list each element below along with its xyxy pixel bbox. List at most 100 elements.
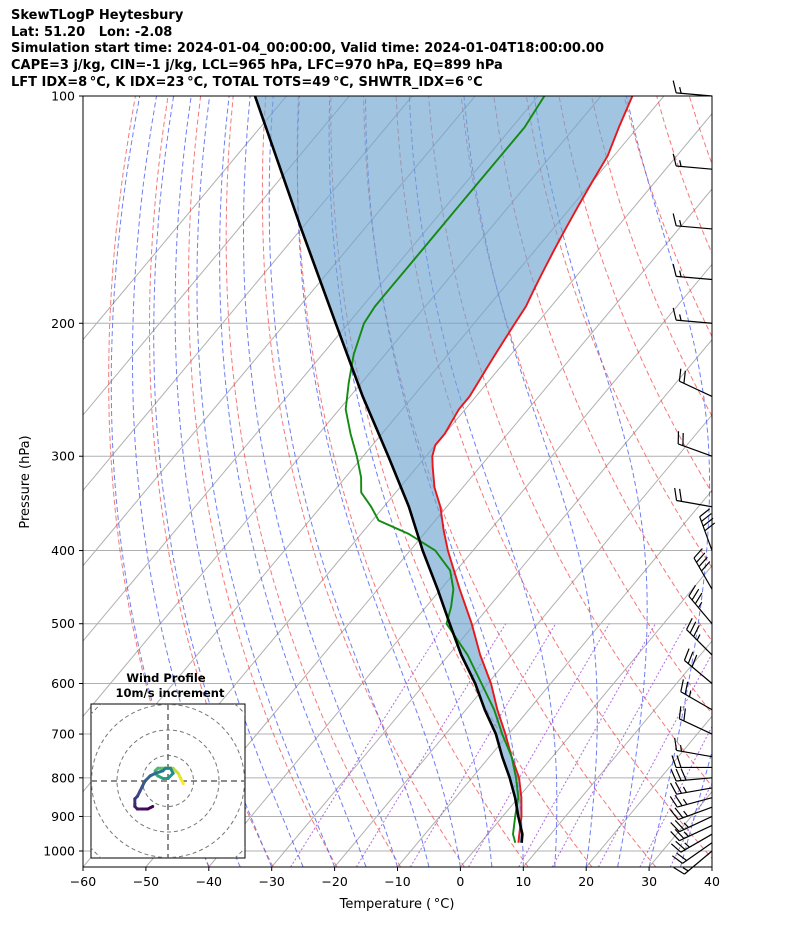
wind-barb-staff — [677, 797, 713, 808]
wind-barb-half-flag — [679, 270, 682, 277]
wind-barb-flag — [680, 679, 684, 692]
mixing-ratio-line — [597, 652, 712, 867]
wind-barb — [669, 781, 713, 795]
location-line: Lat: 51.20 Lon: -2.08 — [11, 24, 173, 40]
x-tick-label: 10 — [515, 874, 531, 889]
wind-barb-flag — [674, 794, 683, 807]
wind-barb-flag — [699, 508, 710, 518]
dry-adiabat-line — [754, 96, 794, 867]
wind-barb-flag — [684, 681, 689, 695]
wind-barb-flag — [672, 307, 677, 321]
wind-barb-flag — [687, 651, 694, 664]
x-tick-label: 0 — [456, 874, 464, 889]
wind-barb-flag — [694, 592, 703, 605]
wind-barb-flag — [698, 556, 708, 568]
wind-barb-flag — [683, 648, 690, 661]
wind-barb — [672, 263, 713, 281]
y-tick-label: 700 — [51, 727, 75, 742]
wind-barb-staff — [679, 815, 713, 833]
wind-barb-flag — [683, 708, 686, 722]
dry-adiabat-line — [591, 96, 712, 418]
wind-barb — [674, 737, 713, 758]
moist-adiabat-line — [219, 96, 367, 867]
y-axis-label: Pressure (hPa) — [18, 435, 33, 528]
dry-adiabat-line — [225, 96, 402, 867]
wind-barb-staff — [688, 595, 713, 625]
dry-adiabat-line — [493, 96, 712, 642]
x-tick-label: −60 — [70, 874, 96, 889]
wind-barb-staff — [676, 92, 713, 97]
wind-barb — [683, 648, 713, 684]
moist-adiabat-line — [242, 96, 398, 867]
wind-barb-flag — [674, 819, 685, 830]
dry-adiabat-line — [363, 96, 657, 867]
wind-barb-flag — [669, 782, 678, 795]
wind-barb — [669, 806, 713, 821]
wind-barb-staff — [679, 380, 713, 397]
wind-barb — [673, 850, 713, 875]
x-tick-label: 40 — [704, 874, 720, 889]
wind-barb-flag — [670, 769, 677, 782]
wind-barb — [678, 706, 713, 735]
wind-barb — [672, 80, 713, 97]
stability-indices-line: LFT IDX=8 °C, K IDX=23 °C, TOTAL TOTS=49… — [11, 74, 483, 90]
moist-adiabat-line — [744, 96, 794, 867]
hodograph-inset: Wind Profile 10m/s increment — [90, 671, 246, 859]
wind-barb-staff — [699, 516, 713, 551]
dry-adiabat-line — [787, 96, 794, 867]
wind-barb-flag — [670, 831, 680, 842]
wind-barb-half-flag — [682, 867, 689, 872]
wind-barb — [669, 794, 713, 808]
wind-barb — [672, 153, 713, 170]
moist-adiabat-line — [680, 749, 712, 867]
wind-barb-staff — [684, 659, 713, 684]
wind-barb-staff — [679, 824, 713, 842]
wind-barb-half-flag — [683, 810, 689, 817]
wind-barb-half-flag — [682, 786, 687, 793]
wind-barb-flag — [691, 654, 698, 668]
moist-adiabat-line — [328, 96, 493, 867]
dry-adiabat-line — [149, 96, 274, 867]
mixing-ratio-line — [468, 623, 610, 867]
station-title: SkewTLogP Heytesbury — [11, 8, 184, 23]
wind-barb-flag — [669, 796, 678, 808]
dry-adiabat-line — [460, 96, 712, 715]
wind-barb — [672, 307, 713, 324]
wind-barb-half-flag — [697, 601, 703, 608]
wind-barb — [671, 755, 712, 769]
wind-barb-flag — [674, 487, 678, 501]
y-tick-label: 500 — [51, 616, 75, 631]
wind-barb-flag — [686, 617, 693, 630]
dry-adiabat-line — [428, 96, 712, 787]
wind-barb — [680, 679, 713, 711]
mixing-ratio-line — [355, 623, 507, 867]
wind-barb-staff — [680, 833, 713, 853]
dry-adiabat-line — [188, 96, 338, 867]
wind-barb — [678, 368, 713, 397]
cape-area — [255, 96, 633, 843]
wind-barb-half-flag — [679, 219, 682, 227]
wind-barb-staff — [676, 499, 713, 508]
dry-adiabat-line — [296, 96, 529, 867]
isotherm-line — [271, 338, 712, 867]
wind-barb-staff — [684, 850, 713, 875]
y-axis: 1000 900 800 700 600 500 400 300 200 100 — [43, 89, 83, 859]
wind-barb-half-flag — [683, 831, 689, 837]
x-tick-label: −10 — [384, 874, 410, 889]
wind-barb-flag — [693, 625, 700, 637]
y-tick-label: 600 — [51, 676, 75, 691]
wind-barb-flag — [670, 822, 680, 833]
wind-barb-flag — [671, 755, 677, 768]
wind-barb — [699, 508, 716, 551]
wind-barb-staff — [676, 777, 713, 782]
wind-barb-staff — [679, 718, 713, 735]
isotherm-line — [334, 414, 712, 867]
wind-barb-staff — [677, 806, 713, 821]
wind-barb — [674, 487, 713, 508]
wind-barb-flag — [672, 80, 677, 94]
x-tick-label: −40 — [196, 874, 222, 889]
moist-adiabat-line — [296, 96, 461, 867]
mixing-ratio-line — [518, 623, 656, 867]
isotherm-line — [460, 564, 712, 867]
wind-barb-flag — [669, 809, 679, 820]
